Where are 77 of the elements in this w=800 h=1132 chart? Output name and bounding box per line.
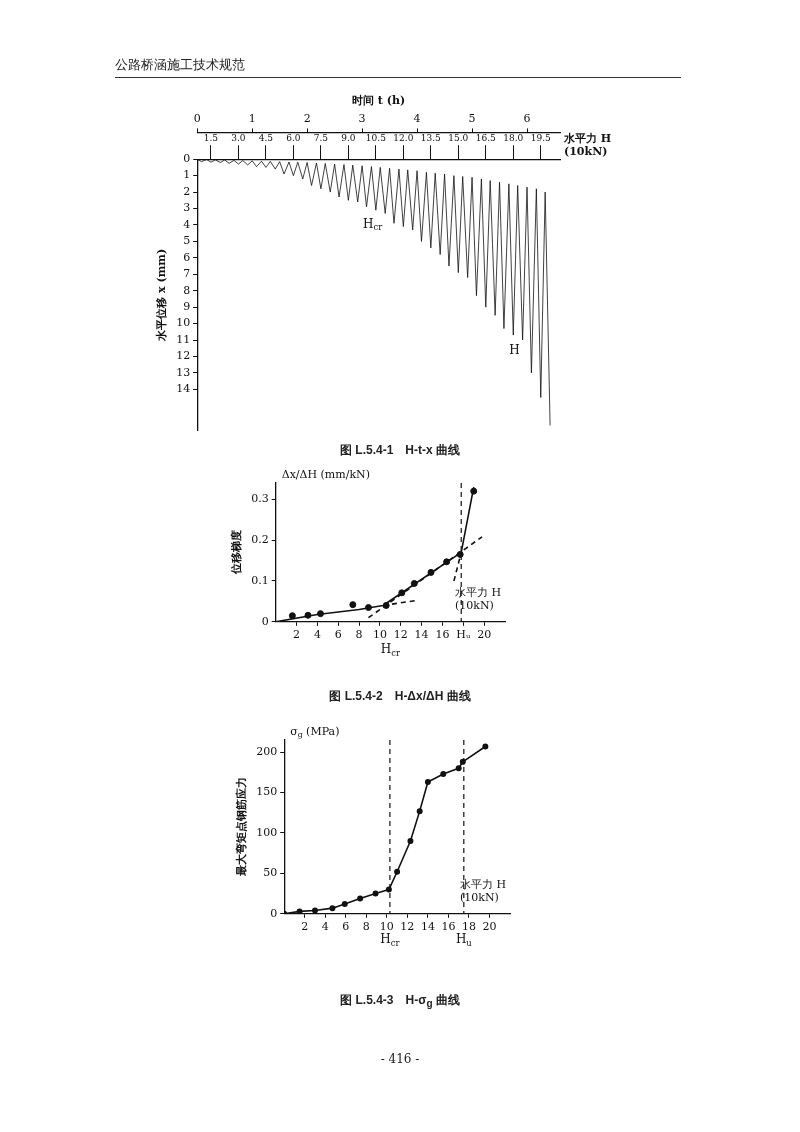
x-tick-label: 12 [400,920,415,934]
y-tick-label: 12 [176,349,191,363]
text: Δx/ΔH (mm/kN) [281,467,371,481]
x2-tick-label: 6.0 [286,133,301,144]
x-tick-label: 14 [414,628,429,642]
x2-tick-label: 3.0 [231,133,246,144]
y-axis-title: 位移梯度 [230,530,244,576]
annotation: H [509,343,520,358]
x-axis-title: 水平力 H (10kN) [460,877,507,904]
y-tick-label: 10 [176,316,191,330]
x2-tick-label: 13.5 [420,133,442,144]
x-tick-label: 8 [355,628,363,642]
x-tick-label: Hᵤ [456,628,471,642]
y-tick-label: 100 [256,825,278,839]
y-tick-label: 0 [261,614,269,628]
y-tick-label: 3 [183,201,191,215]
x2-tick-label: 1.5 [203,133,219,144]
x-tick-label: 20 [477,628,492,642]
y-tick-label: 0 [270,906,278,920]
x-tick-label: 5 [468,111,476,125]
x-tick-label: 14 [420,920,435,934]
y-tick-label: 1 [183,168,191,182]
y-tick-label: 8 [183,283,191,297]
x2-tick-label: 9.0 [341,133,356,144]
y-tick-label: 6 [183,250,191,264]
x-tick-label: 6 [523,111,531,125]
x-tick-label: 2 [303,111,311,125]
x2-tick-label: 15.0 [448,133,469,144]
x-tick-label: 4 [313,628,321,642]
x-tick-label: 6 [334,628,342,642]
y-tick-label: 13 [176,365,191,379]
x-tick-label: 12 [393,628,408,642]
y-tick-label: 2 [183,184,191,198]
x-tick-label: 10 [379,920,394,934]
x2-tick-label: 12.0 [393,133,414,144]
y-tick-label: 0 [183,152,191,166]
y-tick-label: 200 [256,744,278,758]
y-tick-label: 9 [183,299,191,313]
y-axis-title: 最大弯矩点钢筋应力 [235,777,249,878]
x-tick-label: 10 [372,628,387,642]
x-tick-label: 6 [342,920,350,934]
y-tick-label: 14 [176,382,191,396]
y-tick-label: 7 [183,267,191,281]
x-tick-label: 20 [482,920,497,934]
y-tick-label: 11 [176,332,191,346]
y-tick-label: 0.2 [251,533,269,547]
x-tick-label: 8 [362,920,370,934]
x-tick-label: 18 [461,920,476,934]
x-tick-label: 4 [413,111,421,125]
y-tick-label: 0.3 [251,492,269,506]
text: 图 L.5.4-2 H-Δx/ΔH 曲线 [328,688,472,705]
y-tick-label: 5 [183,234,191,248]
x2-tick-label: 19.5 [530,133,552,144]
x2-tick-label: 10.5 [365,133,387,144]
x2-tick-label: 7.5 [313,133,329,144]
y-tick-label: 4 [183,217,191,231]
y-tick-label: 50 [263,866,278,880]
y-tick-label: 0.1 [251,573,269,587]
text: 图 L.5.4-1 H-t-x 曲线 [339,442,461,459]
x-tick-label: 2 [293,628,301,642]
x-tick-label: 2 [301,920,309,934]
x2-tick-label: 4.5 [258,133,274,144]
text: - 416 - [379,1052,421,1066]
x-tick-label: 3 [358,111,366,125]
y-tick-label: 150 [256,785,278,799]
x-axis-title: 时间 t (h) [352,94,406,108]
text: 公路桥涵施工技术规范 [115,57,245,72]
text: 图 L.5.4-3 H-σ$_{g}$ 曲线 [339,992,461,1010]
x2-axis-title: 水平力 H (10kN) [563,132,612,159]
x-tick-label: 4 [321,920,329,934]
x2-tick-label: 16.5 [475,133,497,144]
x-axis-title: 水平力 H (10kN) [455,585,502,612]
x2-tick-label: 18.0 [503,133,524,144]
x-tick-label: 16 [435,628,450,642]
x-tick-label: 16 [441,920,456,934]
y-axis-title: 水平位移 x (mm) [155,248,169,342]
x-tick-label: 0 [193,111,201,125]
